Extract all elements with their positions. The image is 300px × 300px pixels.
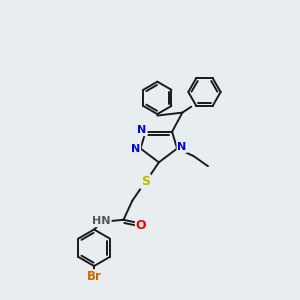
Text: N: N [137,125,147,135]
Text: Br: Br [87,270,101,283]
Text: S: S [141,175,150,188]
Text: HN: HN [92,216,111,226]
Text: N: N [178,142,187,152]
Text: N: N [131,143,140,154]
Text: O: O [136,219,146,232]
